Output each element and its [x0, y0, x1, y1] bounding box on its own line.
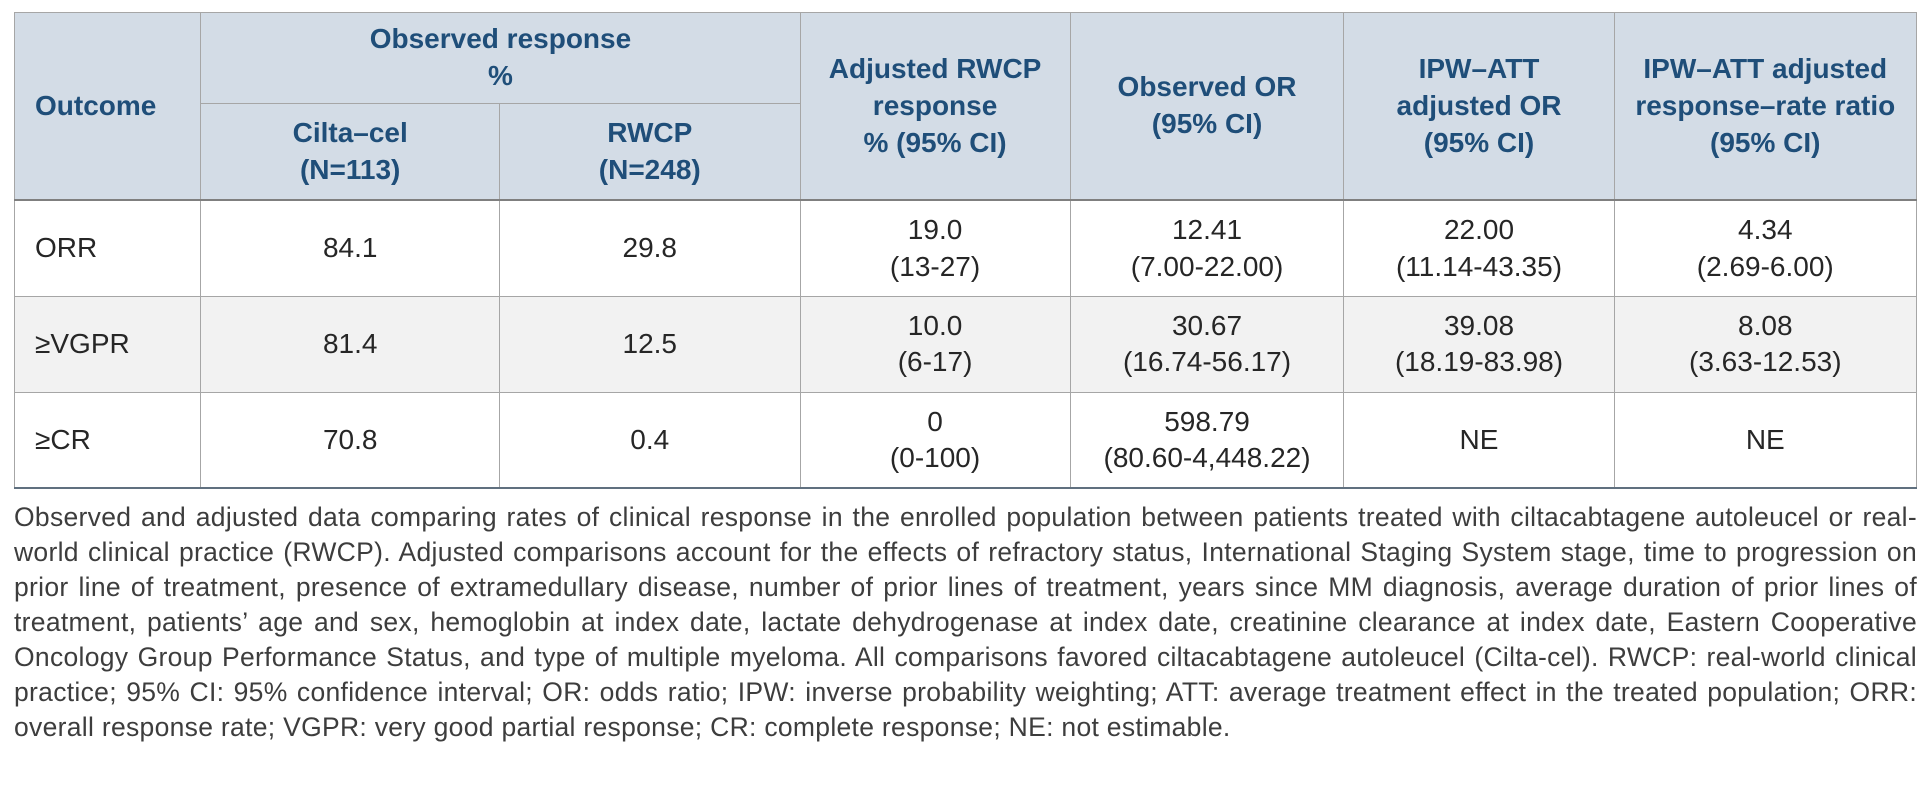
cell-rwcp: 12.5	[499, 295, 801, 393]
table-caption: Observed and adjusted data comparing rat…	[14, 502, 1917, 742]
cell-outcome: ORR	[13, 199, 202, 297]
cell-observed-or: 598.79 (80.60-4,448.22)	[1069, 391, 1345, 490]
cell-adjusted-rwcp: 19.0 (13-27)	[799, 199, 1071, 297]
cell-outcome: ≥VGPR	[13, 295, 202, 393]
cell-cilta-cel: 70.8	[200, 391, 500, 490]
col-header-adjusted-rwcp-response: Adjusted RWCP response % (95% CI)	[799, 12, 1071, 202]
cell-rwcp: 0.4	[499, 391, 801, 490]
col-header-outcome: Outcome	[13, 12, 202, 202]
table-header: Outcome Observed response % Adjusted RWC…	[13, 12, 1918, 202]
col-header-ipw-att-response-rate-ratio: IPW–ATT adjusted response–rate ratio (95…	[1613, 12, 1918, 202]
col-header-ipw-att-adjusted-or: IPW–ATT adjusted OR (95% CI)	[1343, 12, 1615, 202]
cell-ipw-att-rrr: 8.08 (3.63-12.53)	[1613, 295, 1918, 393]
col-header-observed-or: Observed OR (95% CI)	[1069, 12, 1345, 202]
cell-cilta-cel: 81.4	[200, 295, 500, 393]
cell-ipw-att-rrr: NE	[1613, 391, 1918, 490]
cell-ipw-att-rrr: 4.34 (2.69-6.00)	[1613, 199, 1918, 297]
table-row-cr: ≥CR 70.8 0.4 0 (0-100) 598.79 (80.60-4,4…	[13, 391, 1918, 490]
table-row-vgpr: ≥VGPR 81.4 12.5 10.0 (6-17) 30.67 (16.74…	[13, 295, 1918, 393]
col-header-rwcp: RWCP (N=248)	[499, 102, 801, 202]
cell-adjusted-rwcp: 0 (0-100)	[799, 391, 1071, 490]
cell-ipw-att-or: NE	[1343, 391, 1615, 490]
cell-ipw-att-or: 39.08 (18.19-83.98)	[1343, 295, 1615, 393]
col-header-cilta-cel: Cilta–cel (N=113)	[200, 102, 500, 202]
cell-adjusted-rwcp: 10.0 (6-17)	[799, 295, 1071, 393]
response-comparison-table: Outcome Observed response % Adjusted RWC…	[13, 12, 1918, 490]
cell-outcome: ≥CR	[13, 391, 202, 490]
cell-rwcp: 29.8	[499, 199, 801, 297]
cell-ipw-att-or: 22.00 (11.14-43.35)	[1343, 199, 1615, 297]
table-row-orr: ORR 84.1 29.8 19.0 (13-27) 12.41 (7.00-2…	[13, 199, 1918, 297]
cell-observed-or: 12.41 (7.00-22.00)	[1069, 199, 1345, 297]
col-header-observed-response-group: Observed response %	[200, 12, 801, 104]
cell-observed-or: 30.67 (16.74-56.17)	[1069, 295, 1345, 393]
cell-cilta-cel: 84.1	[200, 199, 500, 297]
